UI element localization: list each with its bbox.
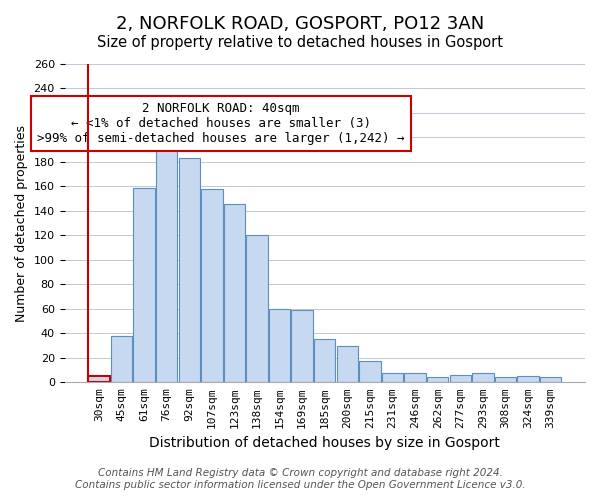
Bar [337,346,358,383]
Text: 2 NORFOLK ROAD: 40sqm
← <1% of detached houses are smaller (3)
>99% of semi-deta: 2 NORFOLK ROAD: 40sqm ← <1% of detached … [37,102,404,145]
Bar [156,116,178,382]
Bar [246,236,268,382]
Bar [314,340,335,382]
Bar [517,376,539,382]
Bar [201,189,223,382]
Bar [404,372,426,382]
Text: 2, NORFOLK ROAD, GOSPORT, PO12 3AN: 2, NORFOLK ROAD, GOSPORT, PO12 3AN [116,15,484,33]
Bar [495,378,516,382]
Y-axis label: Number of detached properties: Number of detached properties [15,124,28,322]
Bar [133,188,155,382]
Bar [382,372,403,382]
Bar [269,309,290,382]
Bar [224,204,245,382]
Bar [111,336,132,382]
Text: Contains HM Land Registry data © Crown copyright and database right 2024.
Contai: Contains HM Land Registry data © Crown c… [74,468,526,490]
Text: Size of property relative to detached houses in Gosport: Size of property relative to detached ho… [97,35,503,50]
Bar [359,362,380,382]
Bar [449,375,471,382]
Bar [472,372,494,382]
X-axis label: Distribution of detached houses by size in Gosport: Distribution of detached houses by size … [149,436,500,450]
Bar [179,158,200,382]
Bar [88,376,110,382]
Bar [427,378,448,382]
Bar [540,378,562,382]
Bar [292,310,313,382]
